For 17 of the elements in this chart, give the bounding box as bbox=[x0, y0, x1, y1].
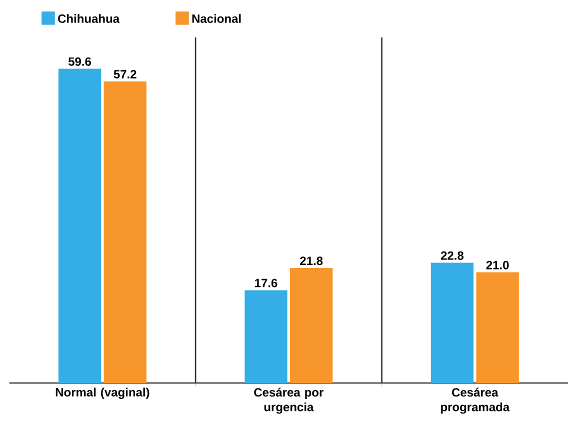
bar bbox=[244, 290, 288, 383]
legend-label: Nacional bbox=[192, 14, 241, 23]
x-tick-label: Cesárea programada bbox=[441, 388, 510, 414]
data-label: 59.6 bbox=[68, 57, 92, 66]
bar bbox=[476, 272, 519, 383]
data-label: 17.6 bbox=[255, 278, 278, 288]
data-label: 21.0 bbox=[486, 260, 509, 270]
x-tick-label: Normal (vaginal) bbox=[56, 388, 150, 399]
bar bbox=[290, 268, 333, 383]
bar bbox=[104, 81, 146, 383]
data-label: 57.2 bbox=[114, 70, 136, 78]
bar bbox=[430, 262, 474, 383]
bar bbox=[58, 68, 102, 383]
data-label: 21.8 bbox=[300, 256, 323, 266]
legend-label: Chihuahua bbox=[58, 14, 120, 23]
x-tick-label: Cesárea por urgencia bbox=[254, 388, 324, 414]
data-label: 22.8 bbox=[440, 251, 464, 260]
